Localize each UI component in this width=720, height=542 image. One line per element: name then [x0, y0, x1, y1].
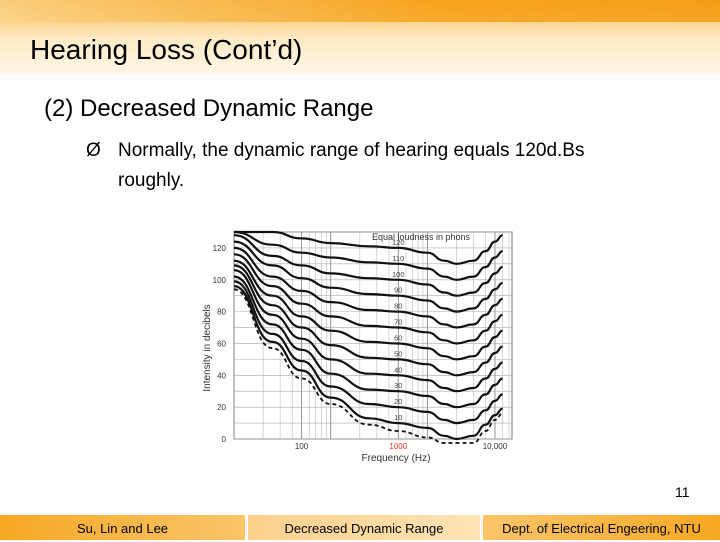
x-tick-label: 10,000	[483, 442, 508, 451]
y-tick-label: 80	[217, 308, 226, 317]
phon-label: 70	[394, 318, 402, 327]
phon-label: 20	[394, 397, 402, 406]
phon-label: 90	[394, 286, 402, 295]
phon-label: 50	[394, 349, 402, 358]
x-tick-label: 100	[295, 442, 309, 451]
y-tick-label: 20	[217, 403, 226, 412]
y-tick-label: 60	[217, 339, 226, 348]
phon-label: 80	[394, 302, 402, 311]
footer-department: Dept. of Electrical Engeering, NTU	[483, 515, 720, 540]
footer: Su, Lin and Lee Decreased Dynamic Range …	[0, 515, 720, 540]
arrow-bullet-icon: Ø	[86, 140, 101, 161]
footer-authors: Su, Lin and Lee	[0, 515, 245, 540]
x-tick-label: 1000	[389, 442, 407, 451]
title-bar	[0, 0, 720, 74]
bullet-text: Normally, the dynamic range of hearing e…	[118, 140, 585, 191]
phon-curve	[233, 275, 503, 409]
phon-curve	[233, 240, 503, 313]
phon-label: 120	[392, 238, 405, 247]
phon-curve	[233, 246, 503, 329]
chart-title: Equal loudness in phons	[372, 232, 471, 242]
phon-curve	[233, 285, 503, 441]
phon-label: 40	[394, 365, 402, 374]
footer-topic: Decreased Dynamic Range	[248, 515, 480, 540]
phon-label: 110	[392, 254, 404, 263]
phon-curve	[233, 264, 503, 377]
phon-curve	[233, 269, 503, 393]
chart-container: Equal loudness in phons Frequency (Hz) I…	[196, 228, 516, 468]
y-tick-label: 0	[222, 435, 227, 444]
phon-curve	[233, 234, 503, 297]
slide-title: Hearing Loss (Cont’d)	[30, 34, 303, 65]
page-number: 11	[675, 484, 690, 500]
phon-label: 100	[392, 270, 405, 279]
threshold-curve	[233, 288, 503, 444]
phon-curve	[233, 259, 503, 361]
phon-labels: 120 110 100 90 80 70 60 50 40 30 20 10	[392, 238, 405, 422]
y-axis-label: Intensity in decibels	[202, 304, 213, 391]
phon-label: 10	[394, 413, 402, 422]
y-tick-label: 100	[213, 276, 227, 285]
chart-axes: Equal loudness in phons Frequency (Hz) I…	[202, 232, 508, 464]
y-tick-label: 120	[213, 244, 227, 253]
chart-series	[233, 230, 503, 444]
phon-curve	[234, 230, 503, 265]
phon-curve	[233, 230, 503, 281]
slide-subtitle: (2) Decreased Dynamic Range	[44, 95, 374, 122]
phon-label: 30	[394, 381, 402, 390]
x-axis-label: Frequency (Hz)	[362, 453, 431, 464]
phon-label: 60	[394, 333, 402, 342]
phon-curve	[233, 280, 503, 425]
title-bar-stripe	[0, 0, 720, 22]
y-tick-label: 40	[217, 371, 226, 380]
phon-curve	[233, 253, 503, 345]
equal-loudness-chart: Equal loudness in phons Frequency (Hz) I…	[202, 230, 513, 464]
